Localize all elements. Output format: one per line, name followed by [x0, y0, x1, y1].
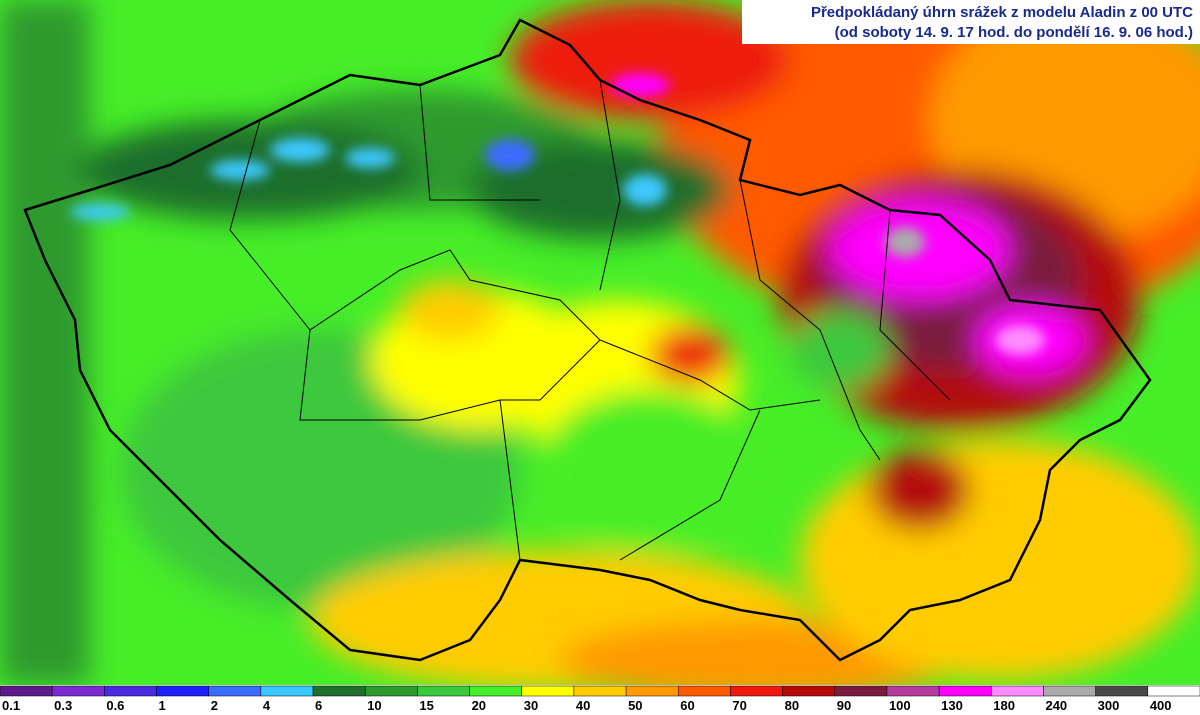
legend-label: 70 — [732, 698, 746, 713]
legend: 0.1 0.3 0.6 1 2 4 6 10 15 20 30 40 50 60 70 80 90 100 130 1… — [0, 685, 1200, 713]
legend-label: 20 — [472, 698, 486, 713]
legend-swatch — [1095, 685, 1149, 697]
legend-swatch — [208, 685, 262, 697]
legend-label: 300 — [1098, 698, 1120, 713]
legend-label: 10 — [367, 698, 381, 713]
legend-swatch — [938, 685, 992, 697]
legend-swatch — [469, 685, 522, 697]
legend-label: 0.6 — [106, 698, 124, 713]
legend-swatch — [104, 685, 157, 697]
legend-label: 6 — [315, 698, 322, 713]
legend-swatch — [364, 685, 418, 697]
legend-swatch — [1147, 685, 1200, 697]
legend-label: 400 — [1150, 698, 1172, 713]
country-border — [23, 18, 1152, 662]
legend-label: 90 — [837, 698, 851, 713]
title-line: (od soboty 14. 9. 17 hod. do pondělí 16.… — [835, 24, 1193, 41]
legend-swatch — [782, 685, 836, 697]
title-line: Předpokládaný úhrn srážek z modelu Aladi… — [811, 4, 1193, 21]
legend-swatch — [625, 685, 679, 697]
legend-label: 40 — [576, 698, 590, 713]
region-borders — [229, 79, 951, 561]
legend-label: 50 — [628, 698, 642, 713]
legend-label: 80 — [785, 698, 799, 713]
precip-field — [0, 0, 1200, 700]
legend-label: 0.3 — [54, 698, 72, 713]
legend-label: 4 — [263, 698, 271, 713]
legend-swatch — [991, 685, 1044, 697]
legend-swatch — [156, 685, 209, 697]
legend-label: 15 — [419, 698, 433, 713]
legend-label: 30 — [524, 698, 538, 713]
legend-swatch — [730, 685, 783, 697]
legend-swatch — [0, 685, 53, 697]
legend-label: 0.1 — [2, 698, 20, 713]
legend-label: 180 — [993, 698, 1015, 713]
legend-swatch — [417, 685, 470, 697]
legend-swatch — [678, 685, 731, 697]
legend-label: 1 — [159, 698, 166, 713]
legend-swatch — [573, 685, 627, 697]
legend-swatch — [521, 685, 575, 697]
legend-label: 2 — [211, 698, 218, 713]
legend-swatch — [312, 685, 366, 697]
legend-swatch — [1043, 685, 1096, 697]
title-box: Předpokládaný úhrn srážek z modelu Aladi… — [742, 0, 1200, 44]
legend-label: 60 — [680, 698, 694, 713]
legend-swatch — [260, 685, 314, 697]
legend-swatch — [834, 685, 888, 697]
legend-swatch — [51, 685, 105, 697]
legend-label: 100 — [889, 698, 911, 713]
legend-label: 240 — [1045, 698, 1067, 713]
legend-swatch — [886, 685, 940, 697]
legend-label: 130 — [941, 698, 963, 713]
